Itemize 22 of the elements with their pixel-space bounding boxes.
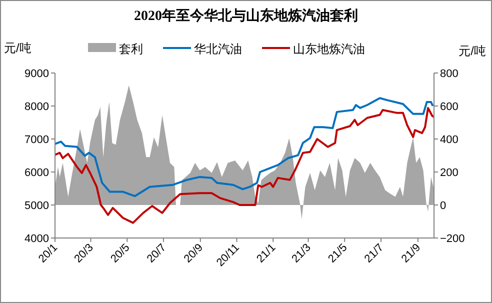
x-tick-label: 20/3 [72, 242, 96, 266]
y-tick-label: 5000 [24, 200, 49, 212]
legend-label: 套利 [119, 42, 143, 56]
chart-title: 2020年至今华北与山东地炼汽油套利 [134, 7, 358, 24]
y2-tick-label: 600 [440, 101, 458, 113]
y2-tick-label: −200 [440, 233, 465, 245]
y2-tick-label: 400 [440, 134, 458, 146]
y2-axis-title: 元/吨 [458, 44, 486, 58]
y2-tick-label: 800 [440, 68, 458, 80]
y-axis-title: 元/吨 [4, 41, 32, 55]
legend-label: 山东地炼汽油 [293, 42, 365, 56]
y2-tick-label: 0 [440, 200, 446, 212]
legend-label: 华北汽油 [194, 42, 242, 56]
y-tick-label: 7000 [24, 134, 49, 146]
y2-tick-label: 200 [440, 167, 458, 179]
line-series [55, 97, 434, 198]
x-tick-label: 21/1 [254, 242, 278, 266]
y-tick-label: 8000 [24, 101, 49, 113]
x-tick-label: 21/3 [290, 242, 314, 266]
line-series [55, 106, 434, 224]
y-tick-label: 9000 [24, 68, 49, 80]
y-tick-label: 6000 [24, 167, 49, 179]
